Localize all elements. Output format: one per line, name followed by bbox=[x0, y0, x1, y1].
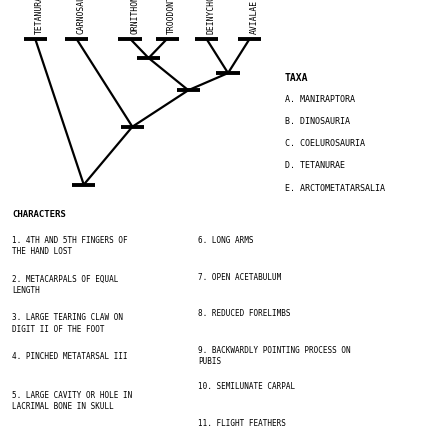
Text: 2. METACARPALS OF EQUAL
LENGTH: 2. METACARPALS OF EQUAL LENGTH bbox=[13, 275, 119, 295]
Text: 11. FLIGHT FEATHERS: 11. FLIGHT FEATHERS bbox=[198, 419, 286, 427]
Text: TAXA: TAXA bbox=[285, 73, 308, 83]
Text: E. ARCTOMETATARSALIA: E. ARCTOMETATARSALIA bbox=[285, 184, 385, 193]
Text: 10. SEMILUNATE CARPAL: 10. SEMILUNATE CARPAL bbox=[198, 382, 295, 391]
Text: C. COELUROSAURIA: C. COELUROSAURIA bbox=[285, 139, 365, 148]
Text: 3. LARGE TEARING CLAW ON
DIGIT II OF THE FOOT: 3. LARGE TEARING CLAW ON DIGIT II OF THE… bbox=[13, 314, 123, 333]
Text: 4. PINCHED METATARSAL III: 4. PINCHED METATARSAL III bbox=[13, 352, 128, 361]
Text: 6. LONG ARMS: 6. LONG ARMS bbox=[198, 236, 253, 245]
Text: D. TETANURAE: D. TETANURAE bbox=[285, 162, 345, 170]
Text: 8. REDUCED FORELIMBS: 8. REDUCED FORELIMBS bbox=[198, 309, 290, 318]
Text: 9. BACKWARDLY POINTING PROCESS ON
PUBIS: 9. BACKWARDLY POINTING PROCESS ON PUBIS bbox=[198, 346, 351, 366]
Text: AVIALAE: AVIALAE bbox=[250, 0, 258, 34]
Text: TROODONTIDAE: TROODONTIDAE bbox=[167, 0, 176, 34]
Text: ORNITHOMIMOSAURIA: ORNITHOMIMOSAURIA bbox=[130, 0, 139, 34]
Text: CARNOSAURIA: CARNOSAURIA bbox=[77, 0, 85, 34]
Text: TETANURAE: TETANURAE bbox=[35, 0, 44, 34]
Text: A. MANIRAPTORA: A. MANIRAPTORA bbox=[285, 95, 355, 103]
Text: CHARACTERS: CHARACTERS bbox=[13, 210, 66, 219]
Text: DEINYCHOSAURIA: DEINYCHOSAURIA bbox=[206, 0, 216, 34]
Text: 5. LARGE CAVITY OR HOLE IN
LACRIMAL BONE IN SKULL: 5. LARGE CAVITY OR HOLE IN LACRIMAL BONE… bbox=[13, 391, 133, 411]
Text: 7. OPEN ACETABULUM: 7. OPEN ACETABULUM bbox=[198, 272, 281, 282]
Text: 1. 4TH AND 5TH FINGERS OF
THE HAND LOST: 1. 4TH AND 5TH FINGERS OF THE HAND LOST bbox=[13, 236, 128, 256]
Text: B. DINOSAURIA: B. DINOSAURIA bbox=[285, 117, 350, 126]
